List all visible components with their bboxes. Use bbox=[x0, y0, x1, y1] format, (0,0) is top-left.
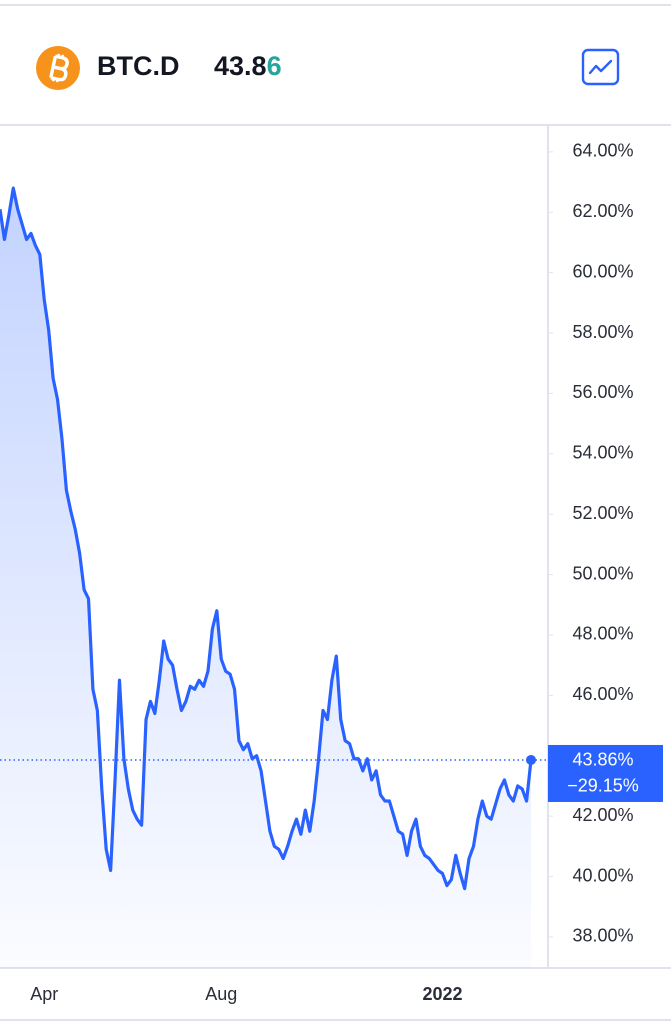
x-tick-label: Apr bbox=[30, 984, 58, 1004]
y-tick-label: 38.00% bbox=[572, 926, 633, 946]
line bbox=[0, 186, 533, 891]
last-price-box bbox=[548, 744, 663, 802]
last-price: 43.86 bbox=[214, 51, 282, 81]
y-tick-label: 60.00% bbox=[572, 261, 633, 281]
area bbox=[0, 188, 531, 969]
y-tick-label: 52.00% bbox=[572, 503, 633, 523]
y-tick-label: 58.00% bbox=[572, 322, 633, 342]
y-tick-label: 64.00% bbox=[572, 141, 633, 161]
x-tick-label: Aug bbox=[205, 984, 237, 1004]
y-tick-label: 48.00% bbox=[572, 624, 633, 644]
symbol: BTC.D bbox=[97, 51, 180, 81]
last-price-label: 43.86% bbox=[572, 750, 633, 770]
symbol-icon bbox=[36, 46, 80, 90]
change-label: −29.15% bbox=[567, 776, 639, 796]
y-tick-label: 50.00% bbox=[572, 563, 633, 583]
last-point bbox=[526, 754, 536, 765]
y-tick-label: 42.00% bbox=[572, 805, 633, 825]
chart-type-button[interactable] bbox=[581, 48, 620, 86]
y-tick-label: 62.00% bbox=[572, 201, 633, 221]
y-tick-label: 40.00% bbox=[572, 865, 633, 885]
y-tick-label: 56.00% bbox=[572, 382, 633, 402]
y-tick-label: 46.00% bbox=[572, 684, 633, 704]
x-tick-label: 2022 bbox=[422, 984, 462, 1004]
y-tick-label: 54.00% bbox=[572, 443, 633, 463]
